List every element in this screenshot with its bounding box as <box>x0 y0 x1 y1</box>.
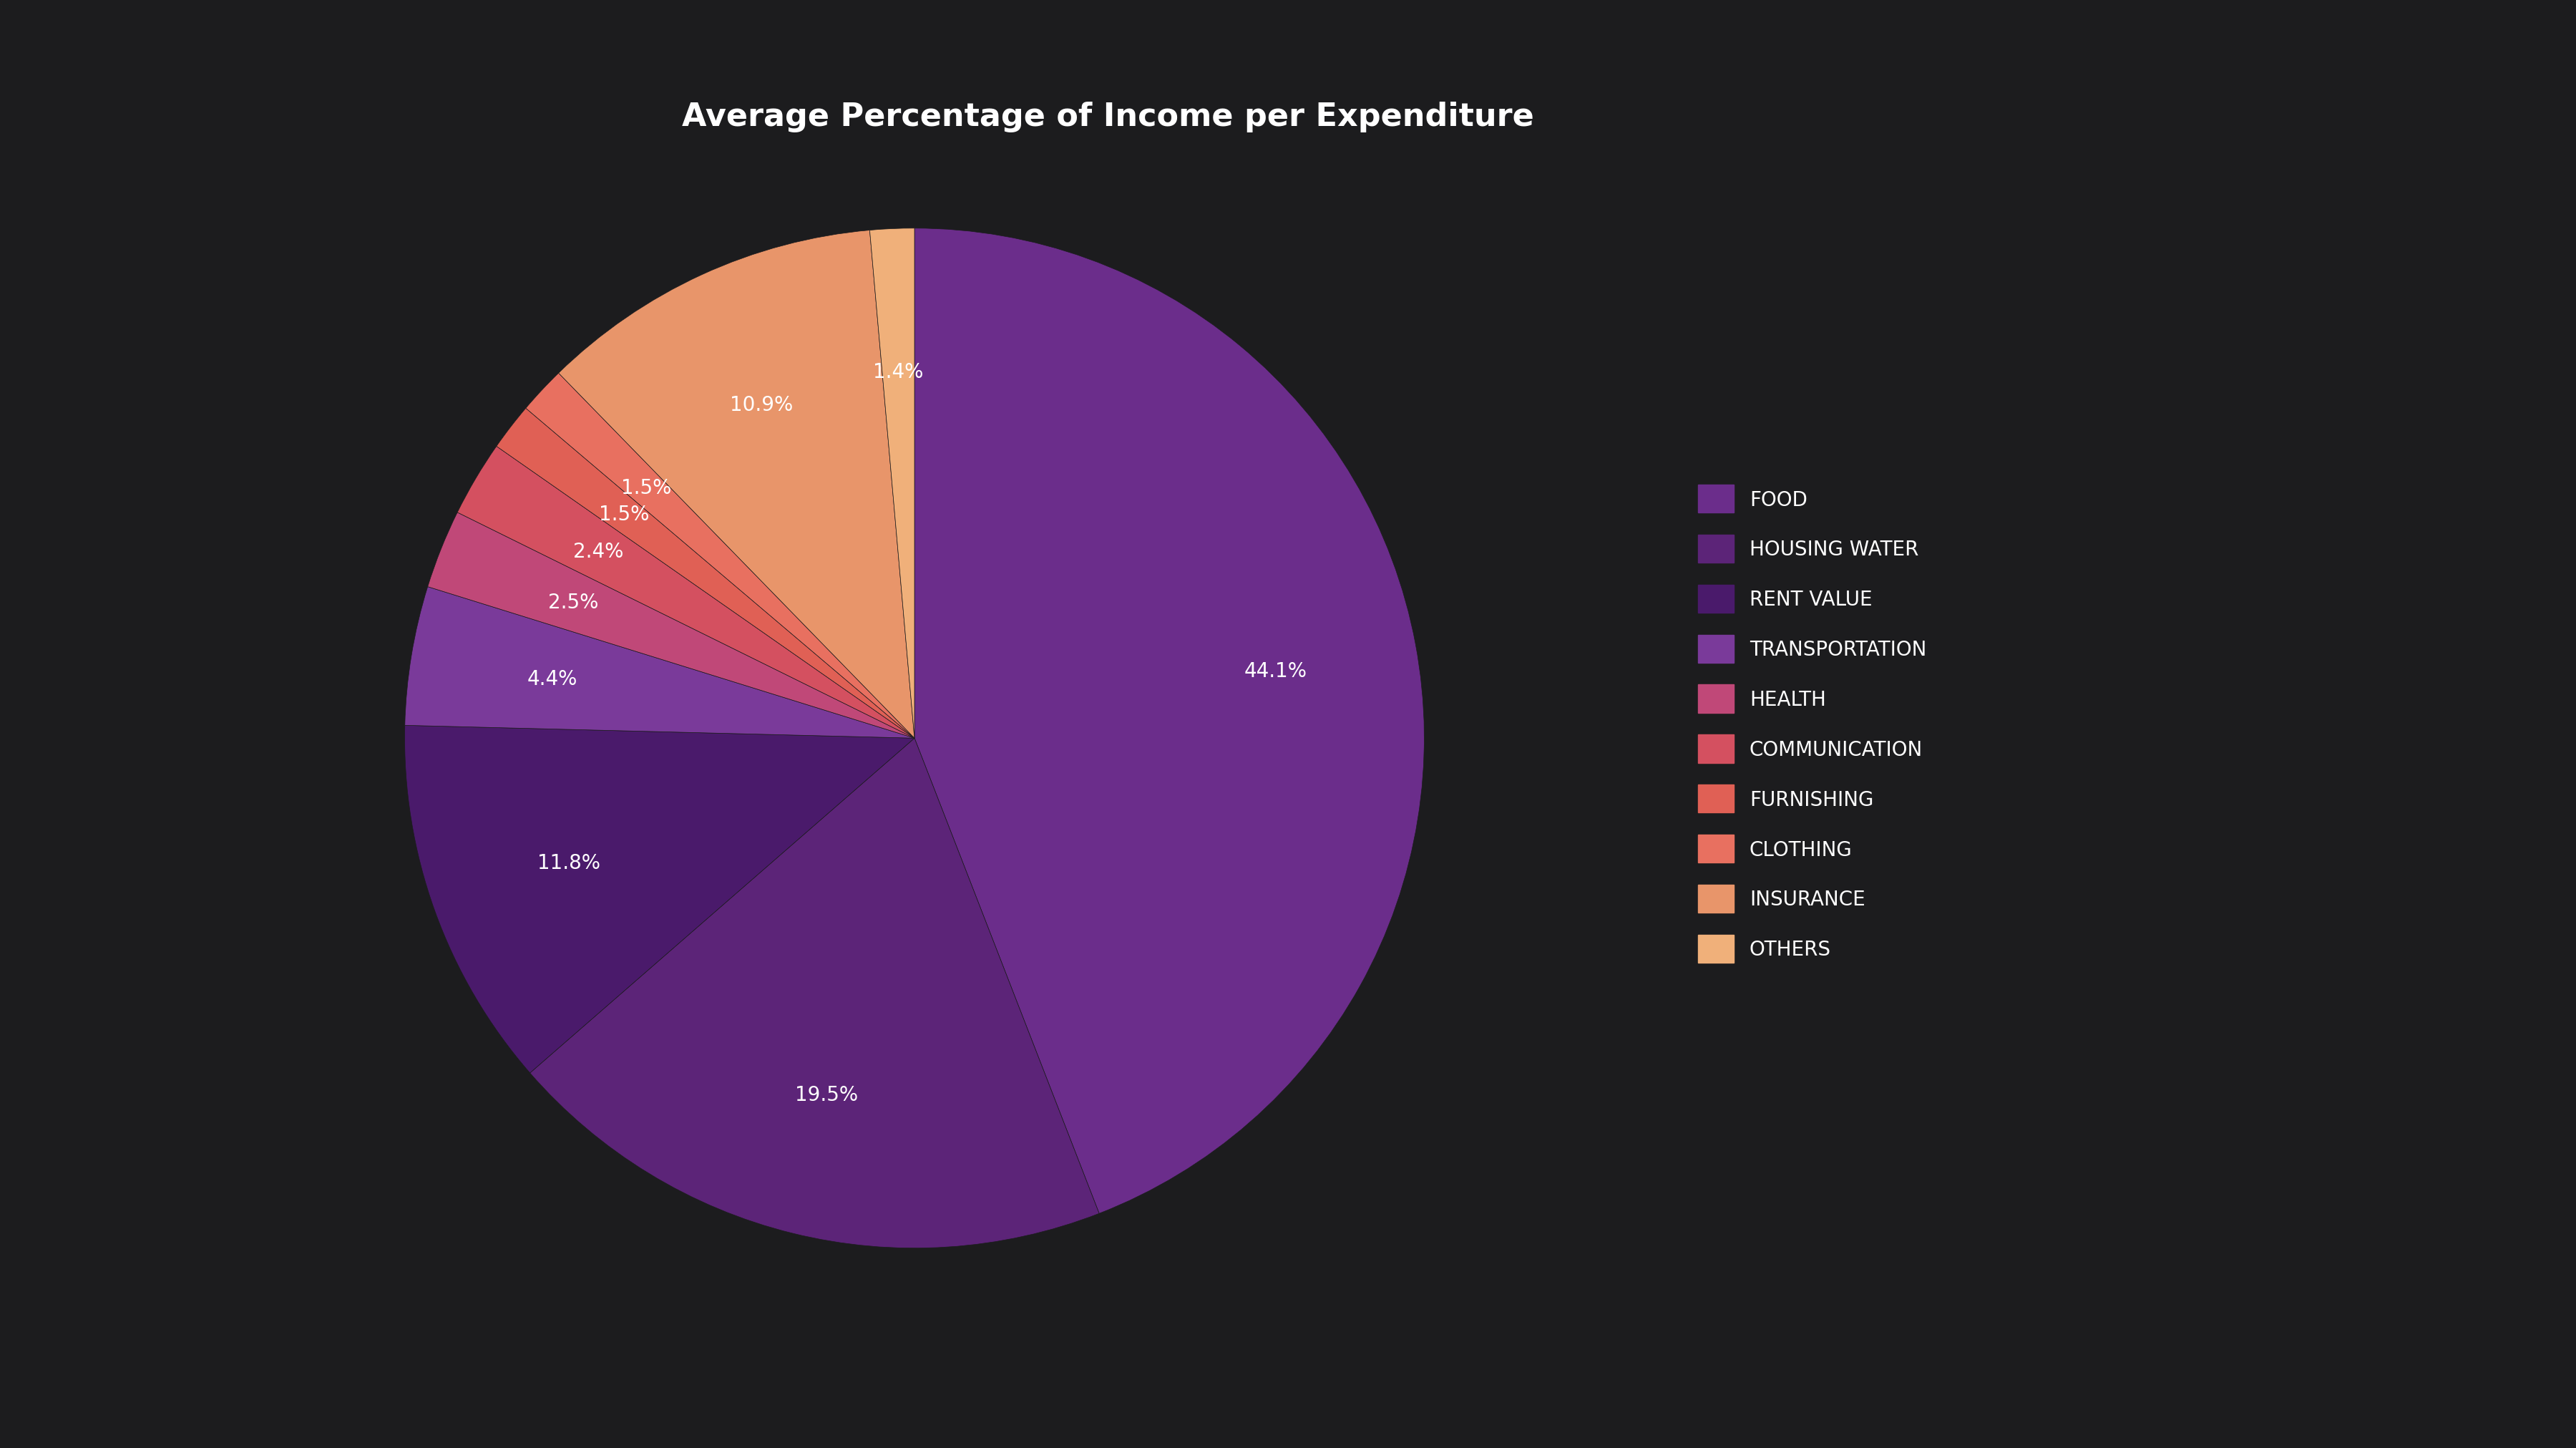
Wedge shape <box>914 229 1425 1213</box>
Text: 4.4%: 4.4% <box>528 669 577 689</box>
Wedge shape <box>404 725 914 1073</box>
Wedge shape <box>459 447 914 738</box>
Wedge shape <box>559 230 914 738</box>
Text: 1.4%: 1.4% <box>873 362 925 382</box>
Wedge shape <box>531 738 1100 1248</box>
Text: 2.4%: 2.4% <box>574 542 623 562</box>
Legend: FOOD, HOUSING WATER, RENT VALUE, TRANSPORTATION, HEALTH, COMMUNICATION, FURNISHI: FOOD, HOUSING WATER, RENT VALUE, TRANSPO… <box>1677 465 1947 983</box>
Text: 10.9%: 10.9% <box>729 395 793 416</box>
Text: 1.5%: 1.5% <box>598 504 649 524</box>
Wedge shape <box>526 374 914 738</box>
Wedge shape <box>871 229 914 738</box>
Text: 19.5%: 19.5% <box>796 1085 858 1105</box>
Text: 44.1%: 44.1% <box>1244 660 1306 681</box>
Text: Average Percentage of Income per Expenditure: Average Percentage of Income per Expendi… <box>683 101 1533 132</box>
Text: 2.5%: 2.5% <box>549 592 598 613</box>
Wedge shape <box>428 513 914 738</box>
Text: 11.8%: 11.8% <box>538 853 600 873</box>
Wedge shape <box>404 586 914 738</box>
Text: 1.5%: 1.5% <box>621 478 672 498</box>
Wedge shape <box>497 408 914 738</box>
